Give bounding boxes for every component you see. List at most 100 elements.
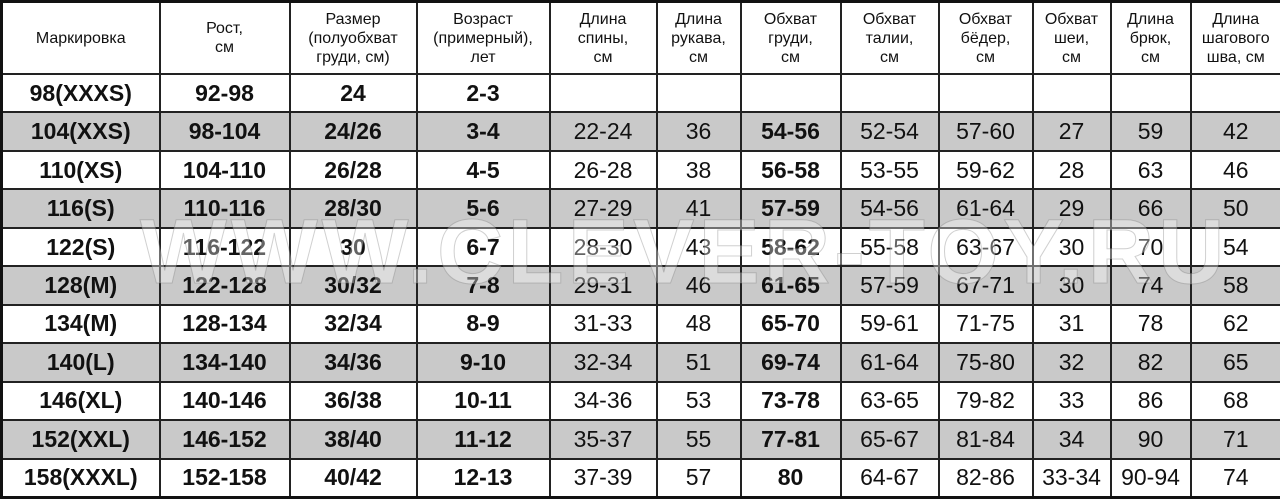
table-cell: 54-56 bbox=[739, 111, 842, 152]
table-cell: 30/32 bbox=[288, 265, 418, 306]
table-cell: 22-24 bbox=[548, 111, 658, 152]
table-cell: 7-8 bbox=[415, 265, 551, 306]
header-row: Маркировка Рост, см Размер (полуобхват груди,… bbox=[0, 0, 1280, 75]
table-cell: 27 bbox=[1031, 111, 1112, 152]
table-cell: 146-152 bbox=[158, 419, 291, 460]
table-cell: 37-39 bbox=[548, 457, 658, 499]
table-cell: 31-33 bbox=[548, 303, 658, 345]
column-header: Размер (полуобхват груди, см) bbox=[288, 0, 418, 75]
table-cell: 140-146 bbox=[158, 380, 291, 422]
table-row: 140(L) 134-140 34/36 9-10 32-34 51 69-74 61-64 7… bbox=[0, 342, 1280, 383]
header-line: Длина bbox=[1212, 10, 1260, 28]
table-cell: 116(S) bbox=[0, 188, 161, 229]
table-cell: 65-70 bbox=[739, 303, 842, 345]
table-cell: 28-30 bbox=[548, 226, 658, 268]
table-cell: 71 bbox=[1189, 419, 1280, 460]
table-cell: 30 bbox=[1031, 226, 1112, 268]
table-cell: 32 bbox=[1031, 342, 1112, 383]
table-cell bbox=[548, 72, 658, 114]
header-line: Возраст bbox=[453, 10, 513, 28]
table-cell: 116-122 bbox=[158, 226, 291, 268]
table-row: 158(XXXL) 152-158 40/42 12-13 37-39 57 80 64-67… bbox=[0, 457, 1280, 499]
table-cell: 55-58 bbox=[839, 226, 940, 268]
table-cell: 61-64 bbox=[839, 342, 940, 383]
header-line: (примерный), bbox=[433, 29, 533, 47]
table-cell: 66 bbox=[1109, 188, 1192, 229]
header-line: Длина bbox=[675, 10, 722, 28]
table-cell: 8-9 bbox=[415, 303, 551, 345]
table-cell: 34 bbox=[1031, 419, 1112, 460]
table-cell: 11-12 bbox=[415, 419, 551, 460]
column-header: Длина шагового шва, см bbox=[1189, 0, 1280, 75]
header-line: рукава, bbox=[671, 29, 726, 47]
table-cell: 61-65 bbox=[739, 265, 842, 306]
table-row: 98(XXXS) 92-98 24 2-3 bbox=[0, 72, 1280, 114]
table-cell: 59-62 bbox=[937, 149, 1034, 191]
table-cell: 12-13 bbox=[415, 457, 551, 499]
table-cell: 62 bbox=[1189, 303, 1280, 345]
header-line: спины, bbox=[577, 29, 629, 47]
table-cell: 70 bbox=[1109, 226, 1192, 268]
table-row: 122(S) 116-122 30 6-7 28-30 43 58-62 55-58 63-67… bbox=[0, 226, 1280, 268]
table-cell bbox=[739, 72, 842, 114]
table-cell: 134-140 bbox=[158, 342, 291, 383]
table-cell: 68 bbox=[1189, 380, 1280, 422]
column-header: Обхват груди, см bbox=[739, 0, 842, 75]
table-cell: 58-62 bbox=[739, 226, 842, 268]
header-line: см bbox=[593, 48, 613, 66]
table-cell: 146(XL) bbox=[0, 380, 161, 422]
table-cell: 158(XXXL) bbox=[0, 457, 161, 499]
table-cell: 98(XXXS) bbox=[0, 72, 161, 114]
table-cell: 34/36 bbox=[288, 342, 418, 383]
table-cell bbox=[937, 72, 1034, 114]
table-cell: 53 bbox=[655, 380, 742, 422]
table-row: 104(XXS) 98-104 24/26 3-4 22-24 36 54-56 52-54 5… bbox=[0, 111, 1280, 152]
table-cell: 82-86 bbox=[937, 457, 1034, 499]
table-cell: 104-110 bbox=[158, 149, 291, 191]
table-row: 128(M) 122-128 30/32 7-8 29-31 46 61-65 57-59 67… bbox=[0, 265, 1280, 306]
table-cell: 33 bbox=[1031, 380, 1112, 422]
table-cell: 46 bbox=[655, 265, 742, 306]
table-row: 152(XXL) 146-152 38/40 11-12 35-37 55 77-81 65-… bbox=[0, 419, 1280, 460]
table-cell: 30 bbox=[1031, 265, 1112, 306]
table-cell: 56-58 bbox=[739, 149, 842, 191]
column-header: Длина рукава, см bbox=[655, 0, 742, 75]
table-cell: 78 bbox=[1109, 303, 1192, 345]
table-cell: 122-128 bbox=[158, 265, 291, 306]
table-cell: 67-71 bbox=[937, 265, 1034, 306]
header-line: талии, bbox=[865, 29, 914, 47]
table-cell: 57 bbox=[655, 457, 742, 499]
table-cell: 31 bbox=[1031, 303, 1112, 345]
table-cell: 38/40 bbox=[288, 419, 418, 460]
table-cell: 79-82 bbox=[937, 380, 1034, 422]
column-header: Длина спины, см bbox=[548, 0, 658, 75]
table-cell bbox=[1109, 72, 1192, 114]
header-line: см bbox=[976, 48, 995, 66]
table-cell: 29 bbox=[1031, 188, 1112, 229]
table-cell: 26/28 bbox=[288, 149, 418, 191]
table-cell bbox=[839, 72, 940, 114]
table-cell: 57-59 bbox=[739, 188, 842, 229]
header-line: Длина bbox=[1127, 10, 1174, 28]
header-line: шеи, bbox=[1053, 29, 1090, 47]
table-cell: 140(L) bbox=[0, 342, 161, 383]
table-cell: 26-28 bbox=[548, 149, 658, 191]
header-line: см bbox=[689, 48, 708, 66]
table-cell: 63-67 bbox=[937, 226, 1034, 268]
table-cell: 51 bbox=[655, 342, 742, 383]
header-line: Размер bbox=[325, 10, 381, 28]
table-cell: 24 bbox=[288, 72, 418, 114]
table-cell: 6-7 bbox=[415, 226, 551, 268]
column-header: Обхват шеи, см bbox=[1031, 0, 1112, 75]
table-cell: 54 bbox=[1189, 226, 1280, 268]
table-cell: 3-4 bbox=[415, 111, 551, 152]
table-cell: 80 bbox=[739, 457, 842, 499]
table-cell: 134(M) bbox=[0, 303, 161, 345]
table-cell: 43 bbox=[655, 226, 742, 268]
table-cell: 52-54 bbox=[839, 111, 940, 152]
header-line: Обхват bbox=[862, 10, 917, 28]
table-cell: 32-34 bbox=[548, 342, 658, 383]
table-cell bbox=[655, 72, 742, 114]
table-cell: 27-29 bbox=[548, 188, 658, 229]
